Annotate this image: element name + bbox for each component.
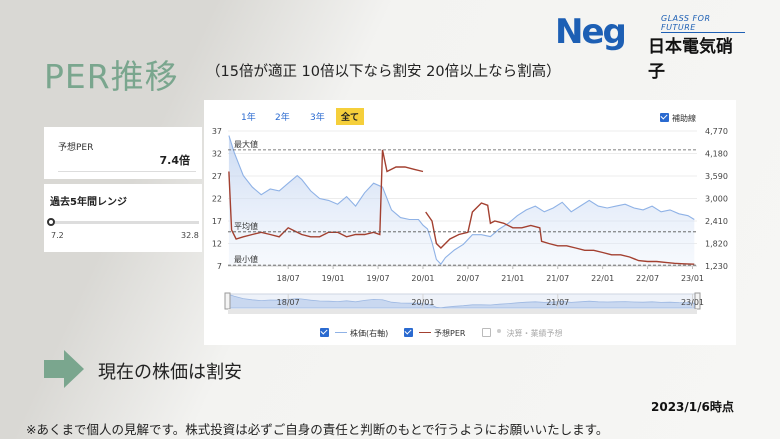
aux-line-label: 補助線 — [672, 114, 696, 123]
right-tick-label: 3,590 — [705, 172, 728, 181]
tab-2y[interactable]: 2年 — [275, 113, 290, 123]
price-area — [228, 135, 695, 266]
x-tick-label: 19/07 — [367, 274, 390, 283]
arrow-right-icon — [44, 350, 84, 388]
reference-line-label: 最小値 — [234, 254, 258, 264]
legend-earnings[interactable]: 決算・業績予想 — [482, 328, 563, 339]
per-line — [425, 202, 695, 265]
x-tick-label: 22/01 — [591, 274, 614, 283]
conclusion-text: 現在の株価は割安 — [98, 362, 242, 383]
checkbox-icon — [404, 328, 413, 337]
kpi-value: 7.4倍 — [159, 154, 191, 167]
navigator-tick-label: 21/07 — [546, 298, 569, 307]
x-tick-label: 20/07 — [456, 274, 479, 283]
legend-price-label: 株価(右軸) — [350, 329, 389, 338]
navigator-scrollbar — [228, 309, 697, 314]
navigator-tick-label: 20/01 — [411, 298, 434, 307]
slide-subtitle: （15倍が適正 10倍以下なら割安 20倍以上なら割高） — [206, 64, 561, 80]
logo-tagline: GLASS FOR FUTURE — [661, 14, 745, 33]
kpi-panel — [44, 127, 202, 179]
x-tick-label: 20/01 — [411, 274, 434, 283]
legend-price[interactable]: 株価(右軸) — [320, 328, 388, 339]
right-tick-label: 3,000 — [705, 195, 728, 204]
legend-per[interactable]: 予想PER — [404, 328, 465, 339]
right-tick-label: 2,410 — [705, 217, 728, 226]
x-tick-label: 19/01 — [322, 274, 345, 283]
navigator-series — [228, 293, 695, 309]
checkbox-icon — [660, 113, 669, 122]
right-tick-label: 4,770 — [705, 127, 728, 136]
legend-per-label: 予想PER — [434, 329, 466, 338]
as-of-date: 2023/1/6時点 — [651, 400, 734, 414]
price-line — [228, 135, 695, 265]
company-logo: Neg GLASS FOR FUTURE 日本電気硝子 — [555, 12, 745, 82]
navigator-tick-label: 23/01 — [681, 298, 704, 307]
left-tick-label: 7 — [217, 262, 222, 271]
legend-per-swatch — [419, 331, 431, 333]
right-tick-label: 1,230 — [705, 262, 728, 271]
x-tick-label: 23/01 — [681, 274, 704, 283]
left-tick-label: 27 — [212, 172, 222, 181]
kpi-divider — [58, 171, 196, 172]
left-tick-label: 22 — [212, 195, 222, 204]
range-panel — [44, 184, 202, 252]
navigator-handle-left — [224, 292, 231, 310]
range-max-label: 32.8 — [181, 231, 199, 240]
range-current-marker — [47, 218, 55, 226]
per-line — [228, 149, 424, 240]
navigator-tick-label: 18/07 — [277, 298, 300, 307]
reference-line-label: 最大値 — [234, 139, 258, 149]
reference-line-label: 平均値 — [234, 221, 258, 231]
left-tick-label: 12 — [212, 240, 222, 249]
navigator-handle-right — [694, 292, 701, 310]
disclaimer: ※あくまで個人の見解です。株式投資は必ずご自身の責任と判断のもとで行うようにお願… — [26, 422, 609, 437]
checkbox-icon — [482, 328, 491, 337]
legend-earnings-label: 決算・業績予想 — [506, 329, 563, 338]
x-tick-label: 21/07 — [546, 274, 569, 283]
tab-3y[interactable]: 3年 — [310, 113, 325, 123]
logo-company-name: 日本電気硝子 — [648, 37, 733, 82]
checkbox-icon — [320, 328, 329, 337]
right-tick-label: 1,820 — [705, 240, 728, 249]
tab-all[interactable]: 全て — [336, 108, 365, 125]
tab-1y[interactable]: 1年 — [241, 113, 256, 123]
left-tick-label: 37 — [212, 127, 222, 136]
logo-mark: Neg — [555, 12, 627, 52]
range-min-label: 7.2 — [51, 231, 64, 240]
slide-title: PER推移 — [44, 57, 179, 96]
range-track — [51, 221, 199, 224]
x-tick-label: 22/07 — [636, 274, 659, 283]
x-tick-label: 18/07 — [277, 274, 300, 283]
legend-earnings-swatch — [497, 329, 501, 333]
kpi-label: 予想PER — [58, 143, 94, 153]
left-tick-label: 17 — [212, 217, 222, 226]
x-tick-label: 21/01 — [501, 274, 524, 283]
legend-price-swatch — [335, 331, 347, 333]
left-tick-label: 32 — [212, 150, 222, 159]
range-title: 過去5年間レンジ — [50, 197, 127, 208]
aux-line-toggle[interactable]: 補助線 — [660, 113, 696, 124]
right-tick-label: 4,180 — [705, 150, 728, 159]
